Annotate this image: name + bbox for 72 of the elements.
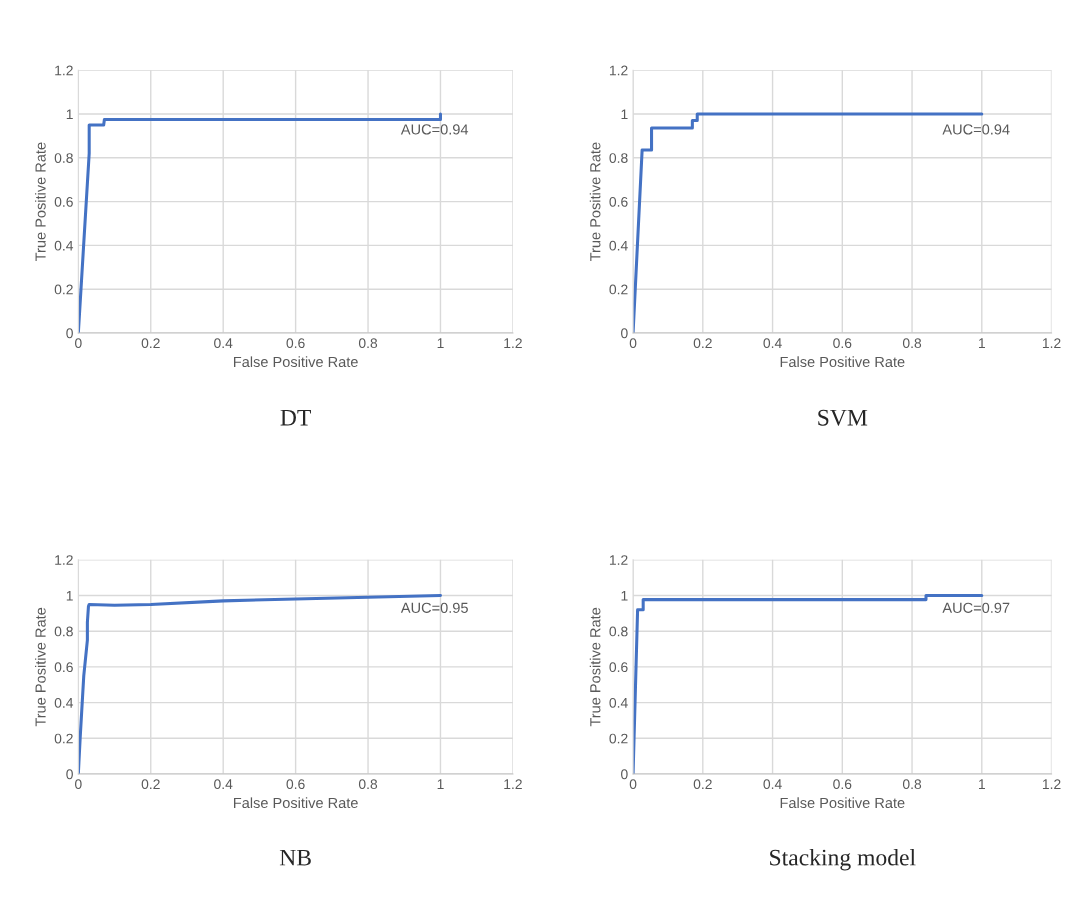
- y-tick-label: 0.8: [54, 153, 73, 163]
- y-tick-label: 1: [66, 109, 73, 120]
- x-tick-label: 0.6: [833, 779, 852, 790]
- x-tick-label: 1: [978, 338, 985, 348]
- y-axis-title: True Positive Rate: [589, 607, 601, 727]
- x-tick-label: 0.4: [763, 338, 782, 349]
- y-tick-label: 0.8: [609, 153, 628, 163]
- y-axis-title: True Positive Rate: [35, 607, 46, 727]
- x-tick-label: 0.2: [141, 779, 160, 790]
- x-tick-label: 0.8: [358, 338, 378, 349]
- x-tick-label: 1: [437, 338, 444, 348]
- x-tick-label: 0.8: [902, 779, 922, 790]
- y-tick-label: 1.2: [609, 65, 628, 76]
- x-tick-label: 0.4: [214, 779, 233, 790]
- y-tick-label: 0.4: [609, 240, 628, 251]
- text: Stacking model: [770, 848, 916, 871]
- y-tick-label: 0.6: [609, 196, 628, 207]
- y-tick-label: 0: [621, 328, 628, 339]
- y-tick-label: 0.2: [609, 284, 628, 295]
- y-tick-label: 0.2: [609, 733, 628, 744]
- y-tick-label: 0.2: [54, 284, 73, 295]
- annotation: AUC=0.95: [400, 602, 468, 613]
- y-tick-label: 0.6: [609, 662, 628, 673]
- x-tick-label: 0.2: [141, 338, 160, 349]
- y-tick-label: 0.4: [609, 697, 628, 708]
- y-tick-label: 1.2: [55, 555, 73, 565]
- x-tick-label: 0.6: [833, 338, 852, 349]
- x-axis-title: False Positive Rate: [233, 797, 358, 809]
- y-tick-label: 1: [621, 109, 628, 120]
- x-tick-label: 0: [629, 779, 637, 790]
- y-tick-label: 1: [621, 590, 628, 601]
- x-tick-label: 0.6: [286, 779, 305, 790]
- x-axis-title: False Positive Rate: [780, 797, 905, 809]
- annotation: AUC=0.97: [942, 602, 1010, 613]
- x-tick-label: 0: [629, 338, 637, 349]
- y-tick-label: 0.6: [54, 196, 73, 207]
- x-tick-label: 0: [75, 779, 82, 790]
- x-tick-label: 0.8: [902, 338, 922, 349]
- x-tick-label: 1.2: [1042, 338, 1061, 348]
- y-axis-title: True Positive Rate: [589, 142, 601, 261]
- y-tick-label: 0.4: [54, 697, 74, 708]
- x-tick-label: 0.4: [214, 338, 233, 349]
- y-tick-label: 0.4: [54, 240, 74, 251]
- x-tick-label: 1.2: [1042, 779, 1061, 789]
- y-tick-label: 0.8: [609, 626, 628, 637]
- text: NB: [279, 849, 311, 866]
- x-axis-title: False Positive Rate: [233, 356, 358, 368]
- y-tick-label: 1: [66, 590, 73, 601]
- y-tick-label: 0: [621, 769, 628, 780]
- text: DT: [280, 409, 311, 426]
- y-tick-label: 1.2: [55, 65, 73, 76]
- text: SVM: [818, 409, 868, 426]
- y-axis-title: True Positive Rate: [35, 142, 46, 261]
- annotation: AUC=0.94: [942, 124, 1010, 135]
- y-tick-label: 0.8: [54, 626, 73, 637]
- annotation: AUC=0.94: [400, 124, 469, 135]
- x-tick-label: 1: [978, 779, 985, 789]
- x-tick-label: 0.8: [358, 779, 378, 790]
- y-tick-label: 1.2: [609, 555, 628, 565]
- x-tick-label: 1: [437, 779, 444, 789]
- y-tick-label: 0.2: [54, 733, 73, 744]
- x-tick-label: 0.2: [693, 779, 712, 790]
- x-tick-label: 0.2: [693, 338, 712, 349]
- x-tick-label: 0: [75, 338, 82, 349]
- x-tick-label: 0.6: [286, 338, 305, 349]
- y-tick-label: 0: [66, 769, 73, 780]
- x-axis-title: False Positive Rate: [780, 356, 905, 368]
- x-tick-label: 0.4: [763, 779, 782, 790]
- x-tick-label: 1.2: [504, 338, 522, 348]
- y-tick-label: 0.6: [54, 662, 73, 673]
- x-tick-label: 1.2: [504, 779, 522, 789]
- y-tick-label: 0: [66, 328, 73, 339]
